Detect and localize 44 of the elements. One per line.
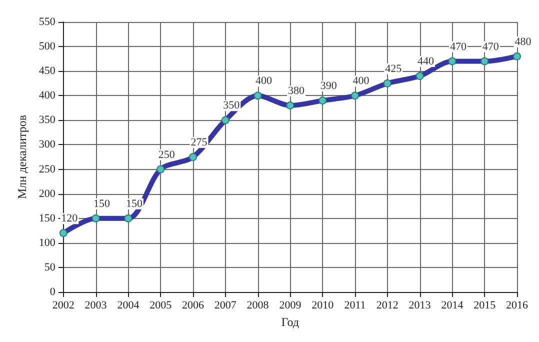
x-tick-label: 2009	[279, 300, 302, 312]
data-label: 390	[320, 80, 338, 92]
y-tick-label: 550	[38, 16, 56, 28]
y-tick-label: 200	[38, 188, 56, 200]
data-label: 425	[385, 62, 402, 75]
x-tick-label: 2016	[506, 300, 528, 312]
y-tick-label: 0	[50, 286, 56, 298]
x-tick-label: 2006	[182, 300, 204, 312]
x-tick-label: 2002	[52, 300, 74, 312]
data-label: 440	[418, 56, 435, 68]
data-label: 400	[256, 75, 273, 88]
data-label: 350	[223, 100, 240, 112]
data-label: 120	[61, 212, 78, 225]
y-tick-label: 50	[44, 261, 56, 274]
data-label: 480	[514, 36, 532, 48]
x-tick-label: 2011	[344, 300, 366, 312]
y-tick-label: 500	[38, 40, 56, 53]
y-tick-label: 250	[38, 163, 56, 176]
data-label: 150	[94, 198, 111, 210]
x-tick-label: 2014	[441, 300, 464, 312]
x-tick-label: 2015	[474, 300, 496, 312]
data-label: 380	[288, 84, 305, 97]
x-tick-label: 2005	[150, 300, 172, 312]
y-tick-label: 150	[38, 212, 56, 224]
x-tick-label: 2007	[214, 300, 237, 312]
data-label: 470	[482, 40, 500, 53]
y-tick-label: 300	[38, 138, 56, 151]
x-tick-label: 2012	[376, 300, 398, 312]
y-tick-label: 100	[38, 236, 56, 249]
x-tick-label: 2010	[312, 300, 334, 312]
y-axis-title: Млн декалитров	[15, 114, 29, 200]
y-tick-label: 450	[38, 65, 56, 78]
data-label: 470	[450, 40, 467, 53]
x-tick-label: 2003	[84, 300, 108, 312]
x-axis-title: Год	[281, 315, 300, 329]
data-label: 150	[126, 198, 143, 210]
x-tick-label: 2008	[246, 300, 270, 312]
x-tick-label: 2004	[117, 300, 140, 312]
x-tick-label: 2013	[408, 300, 432, 312]
data-label: 400	[352, 75, 370, 88]
data-label: 275	[190, 136, 208, 148]
y-tick-label: 350	[38, 114, 56, 126]
y-tick-label: 400	[38, 90, 56, 102]
data-label: 250	[158, 148, 176, 161]
